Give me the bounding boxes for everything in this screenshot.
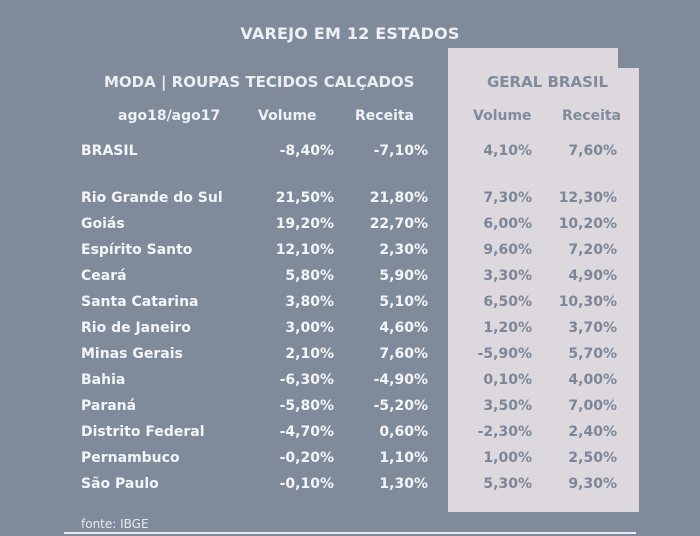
row-value-volume-geral: 4,10% (483, 143, 532, 159)
row-value-receita-geral: 2,40% (568, 424, 617, 440)
row-value-volume-moda: -6,30% (279, 372, 334, 388)
row-value-volume-geral: 6,50% (483, 294, 532, 310)
row-value-volume-geral: 3,30% (483, 268, 532, 284)
geral-brasil-section-heading: GERAL BRASIL (487, 73, 609, 91)
row-value-volume-moda: -4,70% (279, 424, 334, 440)
table-row: Bahia -6,30% -4,90% 0,10% 4,00% (0, 372, 700, 392)
row-value-receita-moda: -7,10% (373, 143, 428, 159)
row-state-name: Rio Grande do Sul (81, 190, 223, 206)
row-value-volume-geral: 1,00% (483, 450, 532, 466)
row-state-name: Bahia (81, 372, 126, 388)
row-value-volume-moda: -0,20% (279, 450, 334, 466)
row-value-receita-moda: 4,60% (379, 320, 428, 336)
row-value-volume-geral: 3,50% (483, 398, 532, 414)
row-value-receita-geral: 4,00% (568, 372, 617, 388)
row-state-name: Ceará (81, 268, 127, 284)
row-value-receita-moda: 21,80% (369, 190, 428, 206)
row-value-volume-moda: 3,80% (285, 294, 334, 310)
row-value-volume-geral: 1,20% (483, 320, 532, 336)
column-header-receita-moda: Receita (355, 108, 415, 124)
row-value-receita-moda: 0,60% (379, 424, 428, 440)
row-value-receita-moda: 5,10% (379, 294, 428, 310)
column-header-volume-geral: Volume (473, 108, 532, 124)
row-state-name: Goiás (81, 216, 125, 232)
row-value-volume-geral: 5,30% (483, 476, 532, 492)
table-row: Goiás 19,20% 22,70% 6,00% 10,20% (0, 216, 700, 236)
row-value-volume-geral: -2,30% (477, 424, 532, 440)
row-value-receita-geral: 4,90% (568, 268, 617, 284)
row-state-name: Paraná (81, 398, 137, 414)
table-row: Distrito Federal -4,70% 0,60% -2,30% 2,40% (0, 424, 700, 444)
row-value-volume-moda: -8,40% (279, 143, 334, 159)
table-row: Rio de Janeiro 3,00% 4,60% 1,20% 3,70% (0, 320, 700, 340)
row-value-receita-geral: 7,60% (568, 143, 617, 159)
bottom-rule (64, 532, 636, 534)
row-value-receita-geral: 10,20% (558, 216, 617, 232)
row-value-volume-moda: 3,00% (285, 320, 334, 336)
row-value-receita-geral: 10,30% (558, 294, 617, 310)
row-value-receita-geral: 9,30% (568, 476, 617, 492)
row-state-name: BRASIL (81, 143, 138, 159)
row-value-receita-moda: 7,60% (379, 346, 428, 362)
row-state-name: Santa Catarina (81, 294, 199, 310)
moda-section-heading: MODA | ROUPAS TECIDOS CALÇADOS (104, 73, 415, 91)
row-value-volume-geral: 7,30% (483, 190, 532, 206)
row-value-volume-moda: 2,10% (285, 346, 334, 362)
table-row: Santa Catarina 3,80% 5,10% 6,50% 10,30% (0, 294, 700, 314)
column-header-receita-geral: Receita (562, 108, 622, 124)
row-value-volume-geral: 0,10% (483, 372, 532, 388)
row-state-name: Espírito Santo (81, 242, 193, 258)
row-value-receita-moda: 22,70% (369, 216, 428, 232)
row-value-receita-moda: 1,30% (379, 476, 428, 492)
row-value-receita-moda: 5,90% (379, 268, 428, 284)
row-value-receita-geral: 5,70% (568, 346, 617, 362)
row-value-volume-geral: 9,60% (483, 242, 532, 258)
row-value-receita-moda: 1,10% (379, 450, 428, 466)
table-row: Espírito Santo 12,10% 2,30% 9,60% 7,20% (0, 242, 700, 262)
geral-brasil-panel (448, 48, 639, 512)
row-value-receita-geral: 7,20% (568, 242, 617, 258)
row-value-receita-moda: -4,90% (373, 372, 428, 388)
row-value-receita-geral: 12,30% (558, 190, 617, 206)
table-row: Rio Grande do Sul 21,50% 21,80% 7,30% 12,30% (0, 190, 700, 210)
row-value-volume-moda: -5,80% (279, 398, 334, 414)
row-value-volume-moda: 21,50% (275, 190, 334, 206)
row-value-volume-moda: 5,80% (285, 268, 334, 284)
table-row: São Paulo -0,10% 1,30% 5,30% 9,30% (0, 476, 700, 496)
row-state-name: Pernambuco (81, 450, 180, 466)
table-row: BRASIL -8,40% -7,10% 4,10% 7,60% (0, 143, 700, 163)
row-value-receita-geral: 3,70% (568, 320, 617, 336)
chart-title: VAREJO EM 12 ESTADOS (240, 24, 460, 43)
table-row: Ceará 5,80% 5,90% 3,30% 4,90% (0, 268, 700, 288)
row-value-volume-geral: -5,90% (477, 346, 532, 362)
panel-corner-notch (618, 48, 639, 68)
row-value-receita-geral: 7,00% (568, 398, 617, 414)
row-value-volume-moda: -0,10% (279, 476, 334, 492)
table-row: Paraná -5,80% -5,20% 3,50% 7,00% (0, 398, 700, 418)
row-value-volume-moda: 19,20% (275, 216, 334, 232)
table-row: Minas Gerais 2,10% 7,60% -5,90% 5,70% (0, 346, 700, 366)
column-header-volume-moda: Volume (258, 108, 317, 124)
row-value-receita-moda: 2,30% (379, 242, 428, 258)
row-state-name: São Paulo (81, 476, 159, 492)
row-value-volume-geral: 6,00% (483, 216, 532, 232)
row-value-volume-moda: 12,10% (275, 242, 334, 258)
row-state-name: Distrito Federal (81, 424, 205, 440)
source-note: fonte: IBGE (81, 517, 149, 531)
row-state-name: Minas Gerais (81, 346, 183, 362)
row-state-name: Rio de Janeiro (81, 320, 191, 336)
row-value-receita-geral: 2,50% (568, 450, 617, 466)
table-row: Pernambuco -0,20% 1,10% 1,00% 2,50% (0, 450, 700, 470)
period-label: ago18/ago17 (118, 108, 221, 124)
row-value-receita-moda: -5,20% (373, 398, 428, 414)
